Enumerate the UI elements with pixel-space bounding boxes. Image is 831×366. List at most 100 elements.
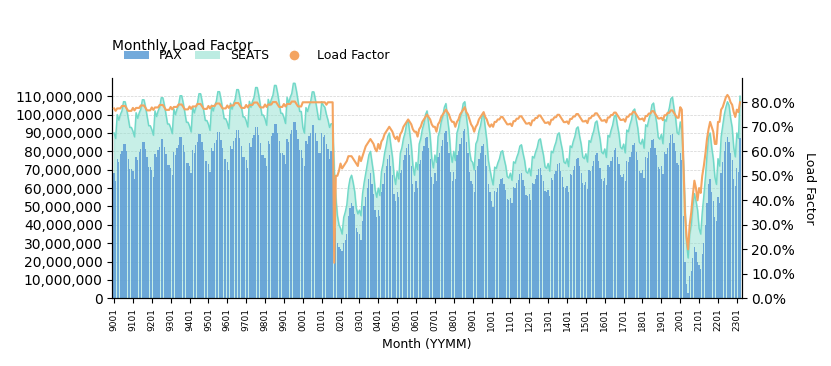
Bar xyxy=(725,142,726,298)
Bar xyxy=(456,155,458,298)
Bar xyxy=(308,136,310,298)
Bar xyxy=(458,151,459,298)
Bar xyxy=(445,131,446,298)
Bar xyxy=(486,166,488,298)
Bar xyxy=(186,163,187,298)
Bar xyxy=(669,143,670,298)
Bar xyxy=(568,193,569,298)
Bar xyxy=(264,157,266,298)
Bar xyxy=(587,189,588,298)
Bar xyxy=(491,201,492,298)
Bar xyxy=(647,158,648,298)
Bar xyxy=(139,152,140,298)
Bar xyxy=(613,150,615,298)
Bar xyxy=(532,183,533,298)
Bar xyxy=(733,179,735,298)
Bar xyxy=(227,162,228,298)
Bar xyxy=(461,138,462,298)
Bar xyxy=(362,221,363,298)
Bar xyxy=(529,194,530,298)
Bar xyxy=(257,127,258,298)
Bar xyxy=(511,203,513,298)
Bar xyxy=(143,142,145,298)
Bar xyxy=(297,139,298,298)
Bar xyxy=(421,151,423,298)
Bar xyxy=(192,150,194,298)
Bar xyxy=(730,153,731,298)
Bar xyxy=(714,217,715,298)
Bar xyxy=(599,168,601,298)
Bar xyxy=(701,254,703,298)
Bar xyxy=(213,151,214,298)
Bar xyxy=(189,166,190,298)
Bar xyxy=(176,147,178,298)
Bar xyxy=(627,163,629,298)
Bar xyxy=(194,153,195,298)
Legend: PAX, SEATS, Load Factor: PAX, SEATS, Load Factor xyxy=(119,44,394,67)
Bar xyxy=(516,183,517,298)
Bar xyxy=(157,150,159,298)
Bar xyxy=(332,151,333,298)
Bar xyxy=(271,136,272,298)
Bar xyxy=(525,195,527,298)
Bar xyxy=(463,131,464,298)
Bar xyxy=(567,186,568,298)
Bar xyxy=(340,249,342,298)
Bar xyxy=(370,173,371,298)
Bar xyxy=(247,168,248,298)
Bar xyxy=(169,165,170,298)
Bar xyxy=(184,152,185,298)
Bar xyxy=(637,160,638,298)
Bar xyxy=(683,216,684,298)
Bar xyxy=(195,145,196,298)
Bar xyxy=(283,156,284,298)
Bar xyxy=(507,199,508,298)
Bar xyxy=(389,155,390,298)
Bar xyxy=(375,210,376,298)
Bar xyxy=(425,138,426,298)
Bar xyxy=(558,163,560,298)
Bar xyxy=(493,207,494,298)
Bar xyxy=(126,151,127,298)
Bar xyxy=(684,262,686,298)
Bar xyxy=(720,173,722,298)
Bar xyxy=(230,146,231,298)
Bar xyxy=(722,163,723,298)
Bar xyxy=(509,198,511,298)
Bar xyxy=(115,181,116,298)
Bar xyxy=(642,170,643,298)
Bar xyxy=(700,269,701,298)
Bar xyxy=(250,146,252,298)
Bar xyxy=(625,182,626,298)
Bar xyxy=(244,157,245,298)
Bar xyxy=(703,243,705,298)
Bar xyxy=(447,142,448,298)
Bar xyxy=(400,173,401,298)
Bar xyxy=(609,167,610,298)
Bar xyxy=(727,137,728,298)
Bar xyxy=(629,157,631,298)
Bar xyxy=(315,133,316,298)
Bar xyxy=(465,142,467,298)
Bar xyxy=(681,160,682,298)
Bar xyxy=(657,167,659,298)
Bar xyxy=(686,284,687,298)
Bar xyxy=(160,139,162,298)
Bar xyxy=(670,135,671,298)
Bar xyxy=(713,201,714,298)
Bar xyxy=(173,152,175,298)
Bar xyxy=(711,192,712,298)
Bar xyxy=(519,174,520,298)
Bar xyxy=(214,143,215,298)
Bar xyxy=(217,132,219,298)
Bar xyxy=(502,178,503,298)
Bar xyxy=(694,247,695,298)
Bar xyxy=(379,216,381,298)
Bar xyxy=(602,180,604,298)
Bar xyxy=(354,214,356,298)
Bar xyxy=(293,122,294,298)
Bar xyxy=(376,217,377,298)
Bar xyxy=(481,146,483,298)
Bar xyxy=(489,192,490,298)
Bar xyxy=(705,225,706,298)
